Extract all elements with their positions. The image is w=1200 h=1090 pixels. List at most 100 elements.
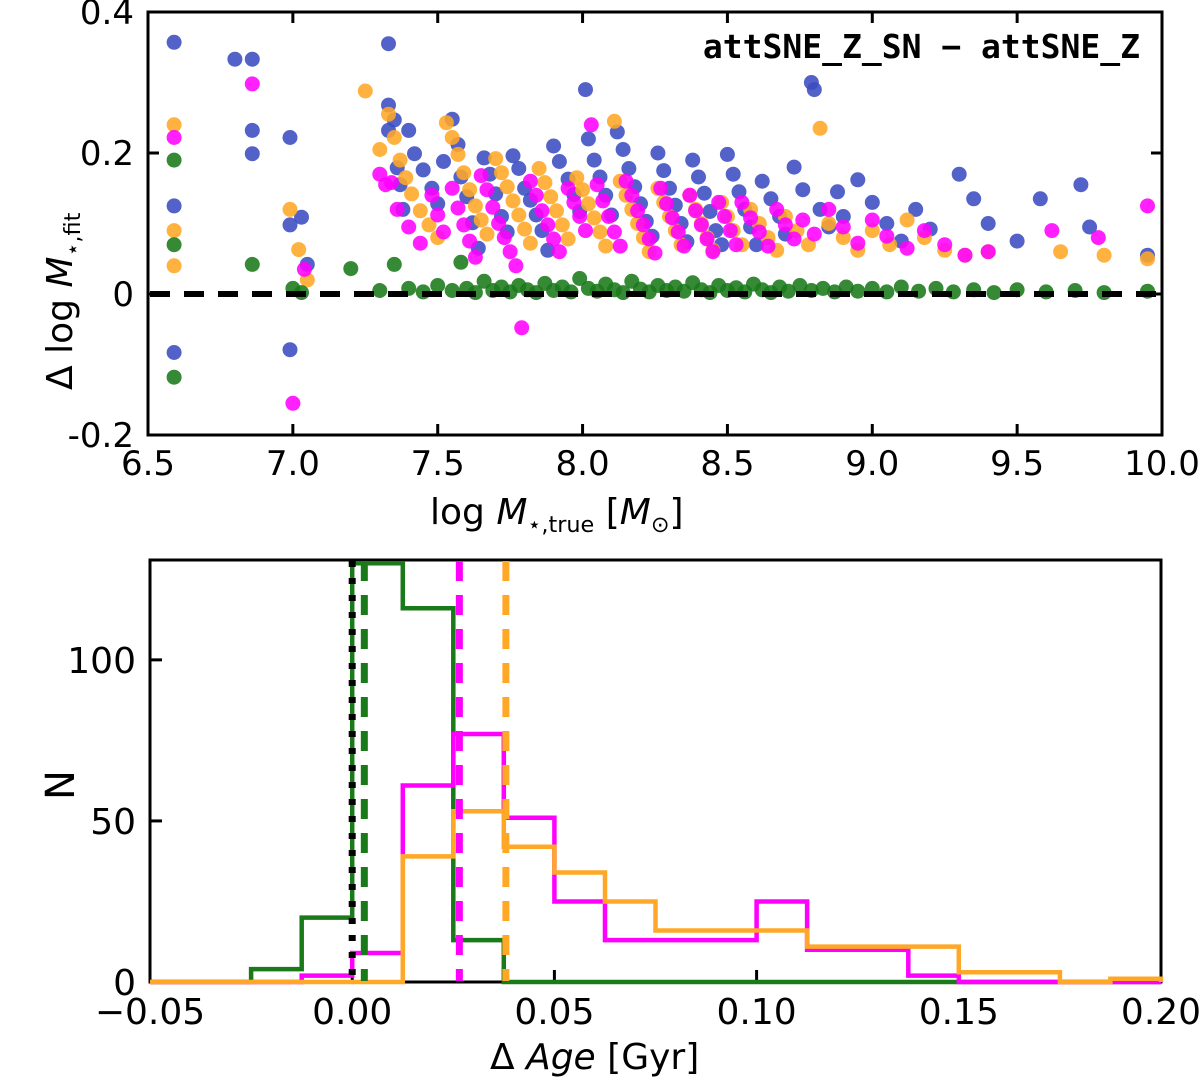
bottom-panel-xlabel: Δ Age [Gyr] xyxy=(490,1037,699,1078)
scatter-point xyxy=(551,244,567,260)
scatter-point xyxy=(522,235,538,251)
scatter-point xyxy=(777,217,793,233)
ylabel-delta: Δ log xyxy=(40,287,81,390)
scatter-point xyxy=(734,194,750,210)
scatter-point xyxy=(575,182,591,198)
scatter-point xyxy=(580,131,596,147)
scatter-point xyxy=(473,212,489,228)
scatter-point xyxy=(244,122,260,138)
scatter-point xyxy=(725,166,741,182)
scatter-point xyxy=(424,187,440,203)
scatter-point xyxy=(508,258,524,274)
scatter-point xyxy=(560,231,576,247)
scatter-point xyxy=(511,207,527,223)
scatter-point xyxy=(615,142,631,157)
scatter-point xyxy=(166,345,182,360)
scatter-point xyxy=(589,177,605,193)
scatter-point xyxy=(835,209,851,224)
scatter-point xyxy=(491,216,507,231)
scatter-point xyxy=(595,193,611,209)
scatter-point xyxy=(522,173,538,189)
scatter-point xyxy=(244,76,260,92)
scatter-point xyxy=(389,201,405,217)
scatter-point xyxy=(476,150,492,166)
xlabel-sub: ⋆,true xyxy=(527,511,595,538)
top-panel-xlabel: log M⋆,true [M⊙] xyxy=(430,492,684,538)
top-ytick-label: -0.2 xyxy=(68,416,134,456)
scatter-point xyxy=(456,217,472,233)
scatter-point xyxy=(372,142,388,157)
scatter-point xyxy=(1032,191,1048,207)
scatter-point xyxy=(528,187,544,203)
scatter-point xyxy=(485,199,501,215)
scatter-point xyxy=(635,217,651,233)
scatter-point xyxy=(624,187,640,203)
scatter-point xyxy=(444,180,460,196)
scatter-point xyxy=(383,175,399,191)
scatter-point xyxy=(717,209,732,224)
scatter-point xyxy=(850,283,866,299)
scatter-point xyxy=(473,168,489,184)
scatter-point xyxy=(1009,233,1025,249)
bottom-xtick-label: 0.15 xyxy=(919,992,999,1033)
scatter-point xyxy=(467,198,483,214)
scatter-point xyxy=(421,217,437,233)
histogram-green xyxy=(150,560,1161,985)
scatter-point xyxy=(659,196,675,212)
scatter-point xyxy=(244,146,260,162)
scatter-point xyxy=(586,152,602,168)
scatter-point xyxy=(719,146,735,162)
scatter-point xyxy=(415,162,431,178)
ylabel-m: M xyxy=(40,256,81,288)
scatter-point xyxy=(795,212,811,228)
scatter-point xyxy=(166,223,182,239)
scatter-point xyxy=(227,51,243,67)
scatter-point xyxy=(537,175,553,191)
scatter-point xyxy=(546,231,562,247)
scatter-point xyxy=(343,261,359,277)
scatter-point xyxy=(728,237,744,253)
top-xtick-label: 9.5 xyxy=(990,444,1044,484)
scatter-point xyxy=(908,201,924,217)
scatter-point xyxy=(598,238,614,254)
scatter-point xyxy=(282,201,298,217)
xlabel-pre: log xyxy=(430,492,497,533)
top-xtick-label: 8.0 xyxy=(556,444,610,484)
scatter-point xyxy=(899,212,915,228)
scatter-point xyxy=(606,224,622,240)
scatter-point xyxy=(578,223,593,239)
scatter-point xyxy=(980,216,996,231)
scatter-point xyxy=(795,182,811,198)
xlabel-delta: Δ xyxy=(490,1037,527,1078)
scatter-point xyxy=(392,152,408,168)
top-xtick-label: 10.0 xyxy=(1124,444,1200,484)
top-panel: 6.5 7.0 7.5 8.0 8.5 9.0 9.5 10.0 -0.2 0 0.2 0.4 attS… xyxy=(40,0,1200,538)
top-panel-frame xyxy=(146,10,1164,437)
scatter-point xyxy=(630,203,646,219)
bottom-ytick-label: 100 xyxy=(67,641,136,682)
scatter-point xyxy=(641,231,657,247)
scatter-point xyxy=(569,170,585,186)
scatter-point xyxy=(653,180,669,196)
scatter-point xyxy=(282,217,298,233)
scatter-point xyxy=(650,145,666,161)
scatter-point xyxy=(560,180,576,196)
scatter-point xyxy=(670,224,686,240)
scatter-point xyxy=(1053,244,1069,260)
scatter-point xyxy=(453,254,469,270)
top-xtick-label: 9.0 xyxy=(845,444,899,484)
scatter-point xyxy=(879,228,895,244)
histogram-orange xyxy=(150,809,1164,985)
scatter-point xyxy=(688,203,704,219)
bottom-ytick-label: 50 xyxy=(90,802,136,843)
scatter-point xyxy=(566,194,582,210)
scatter-point xyxy=(835,230,851,246)
scatter-point xyxy=(682,187,698,203)
scatter-point xyxy=(456,165,472,181)
scatter-point xyxy=(754,173,770,189)
bottom-panel: −0.05 0.00 0.05 0.10 0.15 0.20 0 50 100 N Δ Age … xyxy=(0,545,1200,1090)
scatter-point xyxy=(166,237,182,253)
scatter-point xyxy=(502,244,518,260)
scatter-point xyxy=(592,224,608,240)
